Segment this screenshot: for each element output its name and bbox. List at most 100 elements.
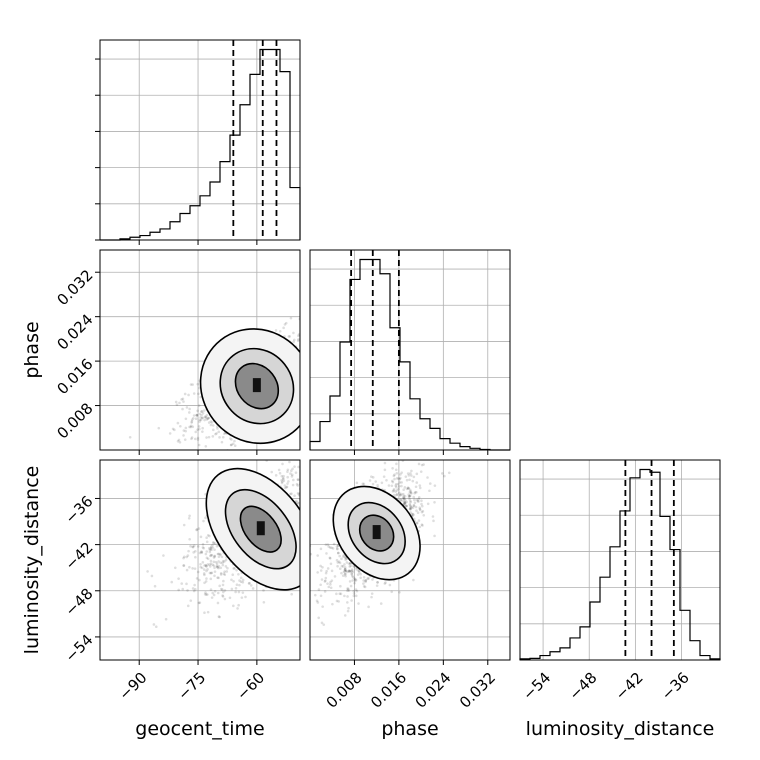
scatter-point: [413, 498, 416, 502]
scatter-point: [210, 571, 214, 575]
scatter-point: [197, 601, 201, 605]
scatter-point: [189, 424, 193, 428]
scatter-point: [403, 502, 406, 505]
scatter-point: [190, 421, 193, 424]
scatter-point: [287, 335, 291, 338]
scatter-point: [420, 510, 424, 514]
scatter-point: [323, 590, 327, 593]
scatter-point: [280, 474, 284, 478]
scatter-point: [428, 489, 431, 493]
scatter-point: [363, 585, 367, 589]
scatter-point: [222, 590, 225, 594]
scatter-point: [192, 414, 196, 417]
scatter-point: [224, 558, 228, 562]
scatter-point: [193, 437, 197, 441]
scatter-point: [403, 485, 407, 489]
x-axis-label-geocent-time: geocent_time: [135, 718, 264, 740]
scatter-point: [190, 436, 194, 439]
scatter-point: [280, 481, 284, 485]
scatter-point: [202, 519, 205, 523]
scatter-point: [196, 545, 200, 548]
scatter-point: [216, 601, 220, 605]
scatter-point: [408, 503, 412, 506]
x-axis-label-phase: phase: [381, 718, 438, 740]
scatter-point: [224, 565, 228, 568]
scatter-point: [340, 557, 343, 561]
scatter-point: [346, 587, 350, 591]
scatter-point: [210, 553, 214, 557]
scatter-point: [390, 479, 394, 483]
scatter-point: [282, 326, 285, 330]
scatter-point: [417, 497, 421, 501]
scatter-point: [336, 561, 340, 564]
scatter-point: [198, 578, 201, 582]
scatter-point: [407, 495, 411, 499]
scatter-point: [231, 442, 235, 446]
scatter-point: [206, 568, 209, 571]
scatter-point: [211, 546, 215, 549]
scatter-point: [208, 548, 212, 552]
scatter-point: [197, 425, 201, 428]
scatter-point: [213, 548, 216, 551]
scatter-point: [316, 571, 319, 574]
scatter-point: [343, 568, 347, 571]
scatter-point: [344, 572, 347, 576]
scatter-point: [328, 556, 332, 560]
scatter-point: [185, 406, 189, 409]
scatter-point: [209, 420, 213, 423]
scatter-point: [204, 564, 208, 568]
scatter-point: [409, 504, 412, 507]
scatter-point: [182, 523, 186, 527]
scatter-point: [433, 484, 437, 487]
scatter-point: [319, 594, 323, 598]
scatter-point: [395, 485, 398, 489]
scatter-point: [418, 506, 422, 510]
scatter-point: [395, 477, 399, 480]
scatter-point: [186, 589, 189, 592]
scatter-point: [362, 575, 366, 579]
scatter-point: [191, 545, 195, 549]
scatter-point: [184, 417, 188, 421]
scatter-point: [210, 545, 213, 548]
scatter-point: [352, 589, 356, 593]
scatter-point: [239, 580, 243, 584]
scatter-point: [232, 579, 235, 583]
scatter-point: [354, 578, 358, 582]
scatter-point: [213, 570, 217, 573]
scatter-point: [409, 490, 413, 493]
scatter-point: [187, 411, 191, 414]
scatter-point: [343, 566, 347, 569]
histogram-line: [100, 48, 301, 241]
scatter-point: [206, 417, 209, 420]
scatter-point: [194, 417, 198, 420]
scatter-point: [367, 605, 370, 609]
scatter-point: [218, 615, 221, 619]
scatter-point: [349, 570, 353, 573]
scatter-point: [195, 413, 199, 417]
scatter-point: [181, 397, 185, 401]
scatter-point: [232, 567, 235, 570]
scatter-point: [401, 499, 404, 502]
scatter-point: [376, 581, 379, 584]
scatter-point: [387, 484, 391, 487]
scatter-point: [405, 478, 409, 482]
scatter-point: [200, 551, 204, 555]
scatter-point: [316, 554, 319, 557]
scatter-point: [324, 571, 328, 575]
scatter-point: [399, 492, 403, 496]
scatter-point: [205, 577, 208, 580]
scatter-point: [395, 493, 399, 496]
scatter-point: [200, 410, 204, 413]
scatter-point: [359, 576, 362, 580]
scatter-point: [346, 589, 349, 593]
scatter-point: [211, 428, 215, 432]
scatter-point: [197, 443, 201, 447]
scatter-point: [177, 577, 180, 580]
scatter-point: [336, 551, 340, 555]
scatter-point: [223, 597, 227, 601]
scatter-point: [294, 471, 298, 474]
scatter-point: [326, 567, 330, 570]
scatter-point: [410, 469, 413, 473]
scatter-point: [192, 392, 196, 395]
